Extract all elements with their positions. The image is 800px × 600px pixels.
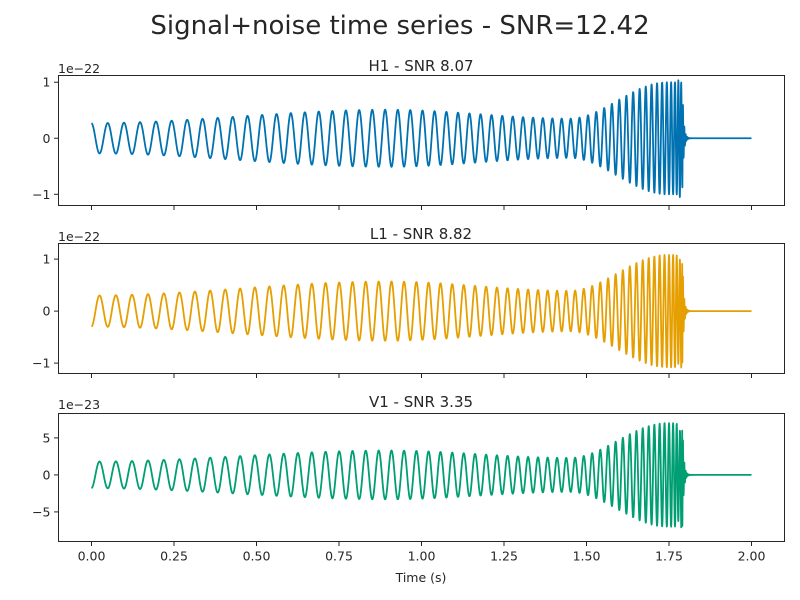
- l1-y-tick-label: 0: [43, 304, 51, 319]
- y-offset-label-h1: 1e−22: [58, 61, 100, 76]
- v1-x-ticks: [91, 541, 752, 546]
- x-tick-labels: 0.00 0.25 0.50 0.75 1.00 1.25 1.50 1.75 2.00: [78, 549, 766, 564]
- x-tick-label: 0.50: [243, 549, 271, 564]
- figure-title: Signal+noise time series - SNR=12.42: [150, 11, 649, 41]
- v1-y-ticks: −5 0 5: [32, 430, 59, 519]
- h1-trace-group: [90, 79, 753, 199]
- l1-y-ticks: −1 0 1: [32, 252, 59, 371]
- l1-series-line: [90, 254, 753, 369]
- x-tick-label: 0.25: [160, 549, 188, 564]
- y-offset-label-v1: 1e−23: [58, 397, 100, 412]
- h1-y-tick-label: 0: [43, 131, 51, 146]
- x-tick-label: 1.00: [408, 549, 436, 564]
- x-tick-label: 0.75: [325, 549, 353, 564]
- panel-v1: V1 - SNR 3.35 1e−23 −5 0 5 0.00 0.25 0.50 0.7…: [32, 393, 785, 564]
- v1-trace-group: [90, 422, 753, 529]
- h1-y-ticks: −1 0 1: [32, 75, 59, 202]
- x-axis-label: Time (s): [395, 570, 447, 585]
- panel-title-l1: L1 - SNR 8.82: [370, 225, 472, 243]
- v1-y-tick-label: 5: [43, 430, 51, 445]
- x-tick-label: 2.00: [738, 549, 766, 564]
- v1-y-tick-label: −5: [32, 504, 50, 519]
- panel-h1: H1 - SNR 8.07 1e−22 −1 0 1: [32, 57, 785, 210]
- x-tick-label: 1.25: [490, 549, 518, 564]
- x-tick-label: 1.50: [573, 549, 601, 564]
- l1-trace-group: [90, 254, 753, 369]
- l1-x-ticks: [91, 373, 752, 378]
- h1-y-tick-label: −1: [32, 187, 50, 202]
- v1-axes-frame: [58, 413, 785, 542]
- l1-y-tick-label: −1: [32, 356, 50, 371]
- x-tick-label: 1.75: [655, 549, 683, 564]
- h1-x-ticks: [91, 205, 752, 210]
- h1-y-tick-label: 1: [43, 75, 51, 90]
- panel-title-h1: H1 - SNR 8.07: [368, 57, 473, 75]
- h1-axes-frame: [58, 75, 785, 206]
- l1-y-tick-label: 1: [43, 252, 51, 267]
- h1-series-line: [90, 79, 753, 199]
- panel-l1: L1 - SNR 8.82 1e−22 −1 0 1: [32, 225, 785, 378]
- l1-axes-frame: [58, 243, 785, 374]
- panel-title-v1: V1 - SNR 3.35: [369, 393, 473, 411]
- v1-y-tick-label: 0: [43, 467, 51, 482]
- y-offset-label-l1: 1e−22: [58, 229, 100, 244]
- v1-series-line: [90, 422, 753, 529]
- x-tick-label: 0.00: [78, 549, 106, 564]
